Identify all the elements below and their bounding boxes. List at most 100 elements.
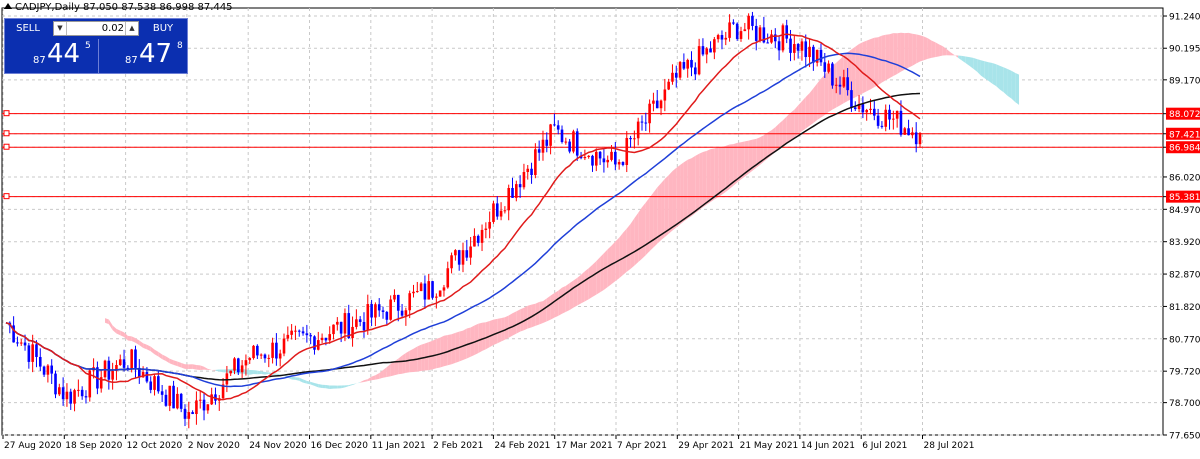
cloud-segment (447, 334, 452, 366)
cloud-segment (603, 249, 608, 290)
candle-body (355, 319, 358, 327)
cloud-segment (352, 383, 357, 386)
cloud-segment (276, 373, 281, 376)
cloud-segment (485, 321, 490, 350)
cloud-segment (512, 311, 517, 336)
cloud-segment (192, 364, 197, 370)
buy-price-prefix: 87 (125, 55, 138, 66)
cloud-segment (775, 123, 780, 153)
candle-body (80, 389, 84, 397)
candle-body (168, 385, 172, 406)
cloud-segment (120, 330, 125, 337)
candle-body (256, 345, 259, 356)
cloud-segment (782, 116, 787, 146)
cloud-segment (695, 153, 700, 214)
candle-body (518, 184, 522, 188)
cloud-segment (904, 32, 909, 70)
cloud-segment (664, 175, 669, 237)
candle-body (781, 25, 785, 51)
candle-body (766, 42, 769, 44)
candle-body (633, 138, 636, 140)
sell-button[interactable]: 87 44 5 (7, 39, 95, 73)
cloud-segment (455, 331, 460, 363)
volume-input[interactable]: 0.02 (101, 23, 124, 34)
candle-body (221, 384, 225, 399)
candle-body (899, 110, 903, 135)
candle-body (652, 100, 655, 104)
cloud-segment (965, 56, 970, 66)
candle-body (636, 121, 640, 139)
candle-body (130, 349, 133, 369)
x-tick-label: 6 Jul 2021 (862, 441, 907, 451)
candle-body (206, 404, 210, 411)
horizontal-levels (2, 110, 1163, 200)
candle-body (572, 131, 575, 152)
candle-body (644, 122, 648, 124)
cloud-segment (112, 325, 117, 334)
cloud-segment (177, 361, 182, 368)
candle-body (366, 304, 370, 331)
cloud-segment (710, 148, 715, 202)
buy-button-label[interactable]: BUY (152, 23, 174, 34)
cloud-segment (546, 295, 551, 322)
cloud-segment (325, 385, 330, 390)
cloud-segment (893, 33, 898, 77)
candle-body (198, 399, 202, 401)
x-tick-label: 11 Jan 2021 (372, 441, 426, 451)
one-click-trading-panel: SELL ▼ 0.02 ▲ BUY 87 44 5 87 47 8 (4, 18, 188, 74)
candle-body (568, 141, 571, 152)
cloud-segment (383, 367, 387, 378)
candle-body (549, 124, 552, 146)
chevron-down-icon[interactable]: ▼ (54, 22, 67, 35)
candle-body (682, 62, 686, 69)
cloud-segment (402, 352, 406, 374)
candle-body (126, 367, 130, 369)
chart-title-text: CADJPY,Daily 87.050 87.538 86.998 87.445 (15, 2, 233, 13)
cloud-segment (683, 159, 688, 222)
cloud-segment (870, 37, 875, 90)
cloud-segment (950, 52, 955, 56)
buy-button[interactable]: 87 47 8 (98, 39, 187, 73)
candle-body (16, 342, 19, 344)
buy-price-main: 47 (139, 39, 173, 69)
cloud-segment (440, 335, 444, 368)
cloud-segment (329, 385, 334, 390)
cloud-segment (645, 197, 650, 256)
candle-body (450, 255, 453, 269)
candle-body (507, 187, 510, 211)
cloud-segment (851, 46, 856, 100)
cloud-segment (443, 335, 448, 367)
candle-body (61, 387, 65, 400)
cloud-segment (714, 147, 719, 200)
cloud-segment (977, 59, 981, 76)
cloud-segment (980, 60, 985, 79)
candle-body (819, 49, 823, 63)
cloud-segment (428, 340, 433, 371)
cloud-segment (184, 364, 189, 369)
chevron-up-icon[interactable]: ▲ (125, 22, 138, 35)
candle-body (560, 129, 564, 142)
volume-stepper[interactable]: ▼ 0.02 ▲ (53, 21, 139, 36)
candle-body (343, 313, 347, 334)
y-tick-label: 84.970 (1169, 206, 1200, 216)
candle-body (686, 59, 689, 69)
candle-body (705, 48, 709, 55)
cloud-segment (558, 287, 563, 316)
cloud-segment (451, 332, 456, 365)
sell-button-label[interactable]: SELL (16, 23, 40, 34)
cloud-segment (653, 187, 658, 248)
cloud-segment (600, 253, 604, 293)
candle-body (515, 184, 518, 198)
candle-body (694, 67, 697, 75)
cloud-segment (680, 162, 684, 225)
cloud-segment (207, 368, 212, 370)
cloud-segment (1007, 68, 1012, 99)
candle-body (732, 22, 735, 24)
candle-body (324, 337, 328, 341)
cloud-segment (786, 112, 791, 143)
cloud-segment (908, 32, 913, 68)
candle-body (172, 385, 175, 409)
cloud-segment (306, 380, 311, 385)
cloud-segment (135, 338, 140, 346)
